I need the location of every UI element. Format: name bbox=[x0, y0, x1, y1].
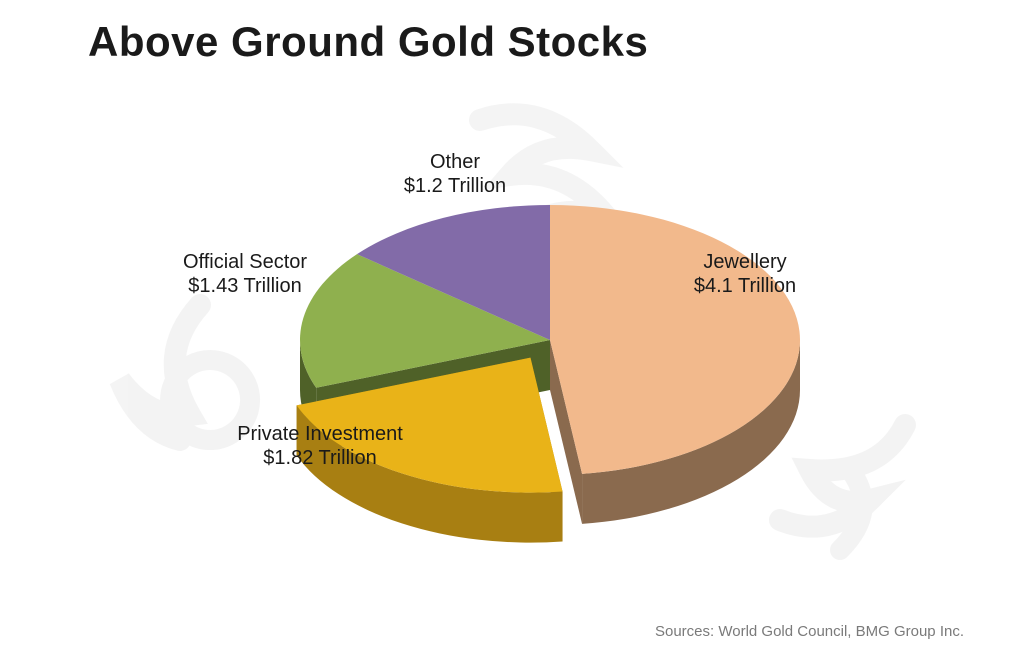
pie-label-other: Other$1.2 Trillion bbox=[404, 151, 506, 197]
sources-text: Sources: World Gold Council, BMG Group I… bbox=[655, 623, 964, 640]
pie-chart: Jewellery$4.1 TrillionPrivate Investment… bbox=[0, 0, 1024, 660]
pie-label-official-sector: Official Sector$1.43 Trillion bbox=[183, 251, 307, 297]
